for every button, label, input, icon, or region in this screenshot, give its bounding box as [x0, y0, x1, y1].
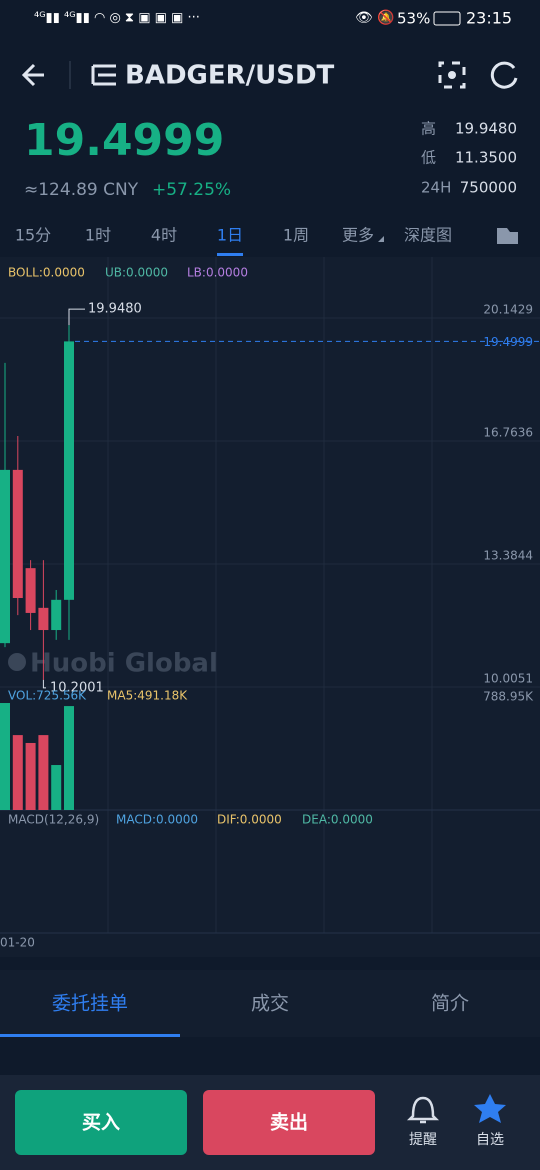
indicator: LB:0.0000	[187, 266, 248, 280]
period-tab[interactable]: 1时	[85, 226, 111, 245]
cny-price: ≈124.89 CNY	[24, 180, 139, 200]
order-tabs: 委托挂单 成交 简介	[0, 993, 469, 1037]
alert-label: 提醒	[409, 1132, 437, 1148]
period-tab[interactable]: 1日	[217, 226, 243, 245]
vol-label: VOL:725.56K	[8, 689, 87, 703]
volume-bar	[38, 735, 49, 810]
low: 11.3500	[455, 149, 517, 167]
macd-label: MACD:0.0000	[116, 813, 198, 827]
volume-bar	[0, 703, 10, 810]
battery: 53%	[397, 10, 430, 28]
macd-label: DEA:0.0000	[302, 813, 373, 827]
screenshot-dot	[448, 71, 456, 79]
watermark: Huobi Global	[30, 649, 218, 679]
candle-body	[51, 599, 62, 631]
screenshot-icon[interactable]	[438, 61, 466, 89]
favorite-icon[interactable]	[474, 1094, 506, 1123]
vol-label: 24H	[421, 179, 451, 197]
volume-bar	[25, 742, 36, 810]
ma-label: MA5:491.18K	[107, 689, 188, 703]
chart-area	[0, 257, 540, 957]
order-tab-underline	[0, 1034, 180, 1037]
high: 19.9480	[455, 120, 517, 138]
chart: 10.0051 13.3844 16.7636 20.1429 BOLL:0.0000 U…	[0, 257, 540, 950]
date-label: 01-20	[0, 936, 35, 950]
order-tab[interactable]: 成交	[251, 993, 289, 1015]
period-tab[interactable]: 4时	[151, 226, 177, 245]
y-tick-label: 20.1429	[483, 302, 533, 316]
macd-label: MACD(12,26,9)	[8, 813, 99, 827]
share-icon[interactable]	[490, 61, 518, 89]
max-label: 19.9480	[88, 302, 142, 317]
candle-body	[64, 341, 74, 600]
high-label: 高	[421, 120, 436, 138]
dropdown-arrow	[378, 236, 384, 242]
menu-icon[interactable]	[91, 64, 116, 86]
candle-body	[12, 469, 23, 599]
watermark-logo	[8, 653, 26, 671]
volume-bar	[51, 765, 62, 810]
y-tick-label: 13.3844	[483, 548, 533, 562]
last-price-label: 19.4999	[483, 335, 533, 349]
period-tab[interactable]: 深度图	[404, 226, 452, 245]
favorite-label: 自选	[476, 1132, 504, 1148]
order-tab[interactable]: 委托挂单	[52, 993, 128, 1015]
buy-button[interactable]	[15, 1090, 187, 1155]
min-pointer	[42, 679, 46, 689]
alert-icon[interactable]	[406, 1096, 440, 1124]
volume-bar	[12, 735, 23, 810]
clock: 23:15	[466, 9, 512, 28]
period-tabs: 15分 1时 4时 1日 1周 更多 深度图	[15, 226, 452, 256]
candle-body	[25, 568, 36, 613]
candle-body	[0, 469, 10, 644]
sell-label: 卖出	[270, 1111, 308, 1134]
sell-button[interactable]	[203, 1090, 375, 1155]
low-label: 低	[421, 149, 436, 167]
change: +57.25%	[152, 180, 231, 200]
status-icons: ⁴ᴳ▮▮ ⁴ᴳ▮▮ ◠ ◎ ⧗ ▣ ▣ ▣ ···	[34, 11, 200, 26]
vol: 750000	[460, 179, 517, 197]
pair-title: BADGER/USDT	[125, 61, 335, 91]
period-tab[interactable]: 更多	[342, 226, 374, 245]
back-button[interactable]	[21, 63, 44, 87]
status-icons-right: 👁 🔕	[355, 9, 395, 26]
indicator: UB:0.0000	[105, 266, 168, 280]
volume-bar	[64, 706, 74, 810]
vol-tick-label: 788.95K	[483, 690, 534, 704]
buy-label: 买入	[82, 1112, 120, 1134]
order-tab[interactable]: 简介	[431, 993, 469, 1015]
y-tick-label: 16.7636	[483, 425, 533, 439]
battery-icon	[433, 11, 461, 26]
min-label: 10.2001	[50, 680, 104, 695]
active-underline	[217, 253, 243, 256]
settings-icon[interactable]	[497, 228, 518, 244]
last-price: 19.4999	[24, 115, 224, 166]
max-pointer	[68, 308, 85, 326]
candle-body	[38, 607, 49, 631]
order-tabs-bg	[0, 970, 540, 1037]
period-tab[interactable]: 15分	[15, 226, 51, 245]
macd-label: DIF:0.0000	[217, 813, 282, 827]
indicator: BOLL:0.0000	[8, 266, 85, 280]
period-tab[interactable]: 1周	[283, 226, 309, 245]
y-tick-label: 10.0051	[483, 672, 533, 686]
